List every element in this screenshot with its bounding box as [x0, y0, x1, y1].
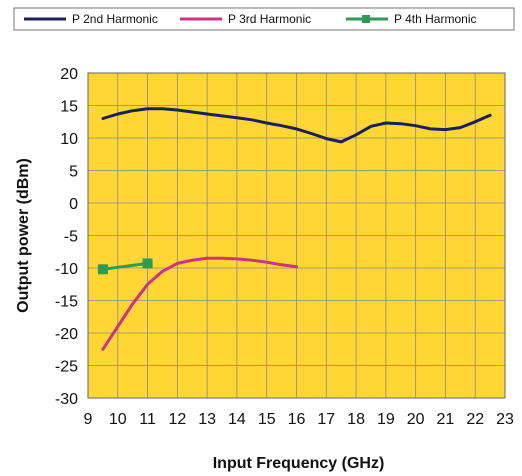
x-axis-title: Input Frequency (GHz) — [213, 455, 385, 472]
y-tick-label: 0 — [69, 196, 78, 213]
plot-border — [87, 72, 506, 399]
x-tick-label: 13 — [198, 411, 216, 428]
y-tick-label: 15 — [60, 99, 78, 116]
legend-label: P 4th Harmonic — [394, 12, 476, 26]
x-tick-label: 15 — [258, 411, 276, 428]
x-tick-label: 14 — [228, 411, 246, 428]
y-tick-label: 20 — [60, 66, 78, 83]
series-point-3 — [97, 264, 108, 275]
y-tick-label: 5 — [69, 164, 78, 181]
axes: 20 15 10 5 0 -5 -10 -15 -20 -25 -30 9 10 11 12 13 14 15 16… — [15, 66, 514, 472]
x-tick-label: 11 — [139, 411, 156, 428]
legend-box — [13, 7, 515, 31]
y-axis-title: Output power (dBm) — [15, 158, 32, 313]
x-tick-label: 22 — [466, 411, 484, 428]
legend: P 2nd Harmonic P 3rd Harmonic P 4th Harmon… — [13, 7, 515, 31]
x-tick-label: 20 — [407, 411, 425, 428]
legend-marker — [362, 15, 370, 23]
x-tick-label: 23 — [496, 411, 514, 428]
y-tick-label: 10 — [60, 131, 78, 148]
legend-label: P 2nd Harmonic — [72, 12, 158, 26]
series-line-3 — [101, 261, 150, 271]
x-tick-label: 12 — [168, 411, 186, 428]
legend-label: P 3rd Harmonic — [228, 12, 311, 26]
series-point-3 — [142, 258, 153, 269]
x-tick-label: 21 — [437, 411, 455, 428]
y-tick-label: -10 — [55, 261, 78, 278]
x-tick-label: 10 — [109, 411, 127, 428]
x-tick-label: 16 — [288, 411, 306, 428]
x-tick-label: 18 — [347, 411, 365, 428]
y-tick-label: -5 — [64, 229, 78, 246]
series-group — [97, 107, 492, 351]
x-tick-label: 9 — [84, 411, 93, 428]
series-line-2 — [101, 256, 298, 351]
x-tick-label: 19 — [377, 411, 395, 428]
y-tick-label: -20 — [55, 326, 78, 343]
series-line-1 — [101, 107, 492, 144]
y-tick-label: -15 — [55, 294, 78, 311]
y-tick-label: -30 — [55, 391, 78, 408]
x-tick-label: 17 — [317, 411, 335, 428]
y-tick-label: -25 — [55, 359, 78, 376]
